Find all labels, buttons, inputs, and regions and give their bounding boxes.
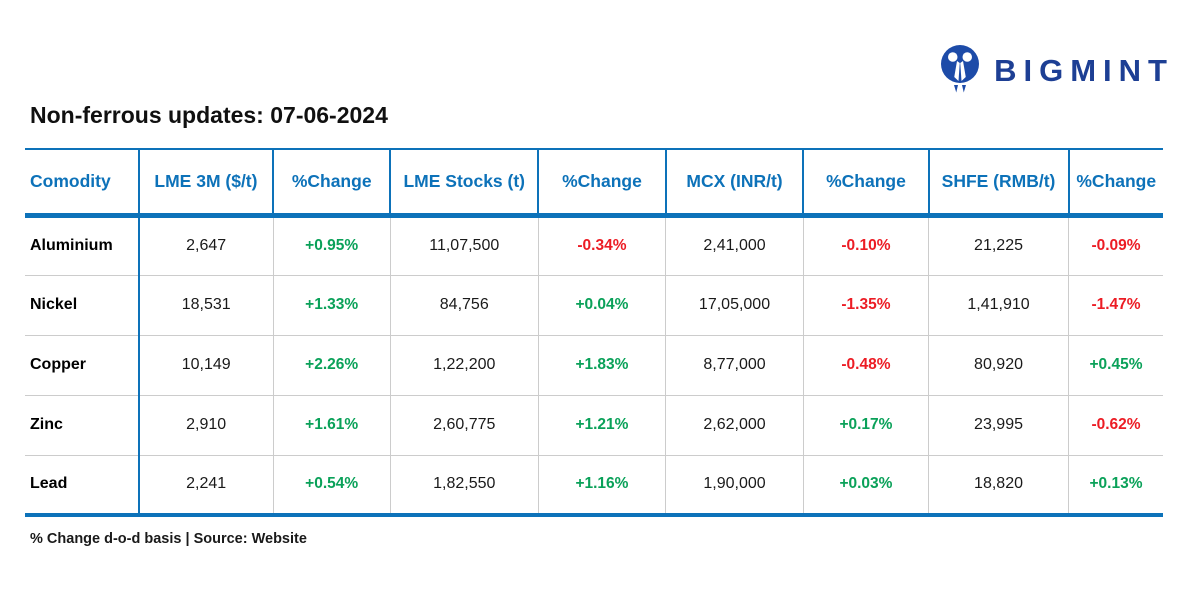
column-header-shfe-change: %Change [1067, 148, 1163, 218]
percent-change-cell: +0.95% [272, 215, 391, 275]
percent-change-cell: -0.48% [802, 334, 929, 395]
percent-change-cell: +0.45% [1068, 334, 1163, 395]
percent-change-cell: +0.13% [1068, 454, 1163, 517]
value-cell: 1,22,200 [389, 334, 539, 395]
value-cell: 18,820 [928, 454, 1069, 517]
column-header-shfe: SHFE (RMB/t) [927, 148, 1069, 218]
percent-change-cell: +1.16% [537, 454, 666, 517]
percent-change-cell: +0.03% [802, 454, 929, 517]
value-cell: 17,05,000 [665, 274, 804, 335]
bigmint-logo: BIGMINT [935, 42, 1174, 98]
bigmint-logo-icon [935, 42, 985, 98]
value-cell: 8,77,000 [665, 334, 804, 395]
percent-change-cell: +0.04% [537, 274, 666, 335]
table-body: Aluminium 2,647 +0.95% 11,07,500 -0.34% 2,41,… [25, 215, 1163, 517]
value-cell: 80,920 [928, 334, 1069, 395]
table-row: Aluminium 2,647 +0.95% 11,07,500 -0.34% 2,41,… [25, 215, 1163, 275]
percent-change-cell: +0.17% [802, 394, 929, 455]
percent-change-cell: -0.34% [537, 215, 666, 275]
commodity-cell: Zinc [25, 394, 139, 455]
percent-change-cell: +1.33% [272, 274, 391, 335]
percent-change-cell: -0.10% [802, 215, 929, 275]
column-header-commodity: Comodity [25, 148, 139, 218]
value-cell: 2,910 [137, 394, 274, 455]
column-header-lme-stocks: LME Stocks (t) [389, 148, 539, 218]
value-cell: 21,225 [928, 215, 1069, 275]
value-cell: 11,07,500 [389, 215, 539, 275]
footnote: % Change d-o-d basis | Source: Website [30, 531, 307, 547]
nonferrous-table: Comodity LME 3M ($/t) %Change LME Stocks… [25, 148, 1163, 517]
value-cell: 18,531 [137, 274, 274, 335]
percent-change-cell: +2.26% [272, 334, 391, 395]
percent-change-cell: +1.83% [537, 334, 666, 395]
column-header-mcx-change: %Change [802, 148, 929, 218]
percent-change-cell: +1.21% [537, 394, 666, 455]
column-header-mcx: MCX (INR/t) [664, 148, 804, 218]
value-cell: 23,995 [928, 394, 1069, 455]
value-cell: 2,41,000 [665, 215, 804, 275]
value-cell: 2,60,775 [389, 394, 539, 455]
brand-name: BIGMINT [994, 52, 1174, 88]
commodity-cell: Lead [25, 454, 139, 517]
commodity-cell: Nickel [25, 274, 139, 335]
percent-change-cell: +0.54% [272, 454, 391, 517]
percent-change-cell: -0.09% [1068, 215, 1163, 275]
value-cell: 1,41,910 [928, 274, 1069, 335]
column-header-lme-change: %Change [272, 148, 391, 218]
table-row: Nickel 18,531 +1.33% 84,756 +0.04% 17,05,000-… [25, 274, 1163, 335]
column-header-stocks-change: %Change [537, 148, 666, 218]
percent-change-cell: -0.62% [1068, 394, 1163, 455]
commodity-cell: Aluminium [25, 215, 139, 275]
value-cell: 2,647 [137, 215, 274, 275]
value-cell: 2,62,000 [665, 394, 804, 455]
table-header-row: Comodity LME 3M ($/t) %Change LME Stocks… [25, 148, 1163, 218]
value-cell: 2,241 [137, 454, 274, 517]
table-row: Copper 10,149 +2.26% 1,22,200 +1.83% 8,77,000… [25, 334, 1163, 395]
column-header-lme-3m: LME 3M ($/t) [137, 148, 274, 218]
value-cell: 84,756 [389, 274, 539, 335]
value-cell: 1,82,550 [389, 454, 539, 517]
percent-change-cell: +1.61% [272, 394, 391, 455]
percent-change-cell: -1.35% [802, 274, 929, 335]
table-row: Zinc 2,910 +1.61% 2,60,775 +1.21% 2,62,000 +0.… [25, 394, 1163, 455]
value-cell: 1,90,000 [665, 454, 804, 517]
table-row: Lead 2,241 +0.54% 1,82,550 +1.16% 1,90,000 +0.… [25, 454, 1163, 517]
commodity-cell: Copper [25, 334, 139, 395]
page-title: Non-ferrous updates: 07-06-2024 [30, 102, 388, 128]
value-cell: 10,149 [137, 334, 274, 395]
percent-change-cell: -1.47% [1068, 274, 1163, 335]
